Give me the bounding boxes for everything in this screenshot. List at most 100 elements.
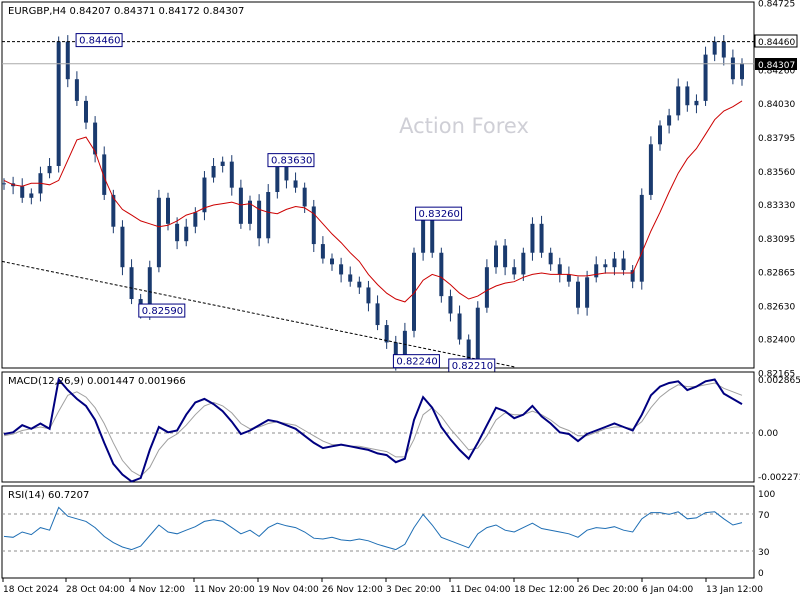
candle-body [147, 267, 152, 313]
candle-body [712, 41, 717, 55]
annotation-box [138, 303, 186, 318]
candle-body [375, 303, 380, 326]
x-tick-label: 28 Oct 04:00 [66, 585, 125, 595]
trendline [1, 260, 516, 368]
candle-body [120, 226, 125, 268]
annotation-box [392, 354, 440, 369]
price-y-axis: 0.84725 0.84260 0.84030 0.83795 0.83560 0.833… [758, 0, 795, 380]
x-tick-label: 19 Nov 04:00 [258, 585, 319, 595]
macd-signal-line [3, 382, 743, 477]
candle-body [494, 245, 498, 268]
candle-body [129, 267, 134, 300]
candle-body [229, 161, 234, 188]
candle-body [639, 194, 644, 282]
annotation-box [267, 153, 315, 168]
annotation-label: 0.82240 [396, 357, 437, 368]
price-annotations: 0.84460 0.83630 0.82590 0.83260 0.82240 0.822… [75, 33, 496, 373]
candle-body [667, 115, 672, 126]
candle-body [548, 252, 553, 265]
candle-body [658, 125, 662, 145]
candle-body [466, 339, 471, 367]
candle-body [521, 252, 526, 275]
x-tick-label: 18 Oct 2024 [3, 585, 59, 595]
annotation-box [415, 206, 463, 221]
candle-body [320, 244, 325, 259]
candle-body [612, 258, 617, 268]
candle-body [366, 287, 371, 304]
candle-body [293, 180, 298, 188]
candle-body [694, 100, 699, 106]
candle-body [648, 144, 653, 195]
candle-body [184, 226, 189, 242]
x-tick-label: 26 Dec 20:00 [578, 585, 639, 595]
candle-body [284, 165, 289, 181]
candle-body [220, 161, 225, 166]
price-tick-label: 0.82865 [758, 268, 795, 278]
price-tick-label: 0.84030 [758, 100, 795, 110]
price-tick-label: 0.82630 [758, 302, 795, 312]
current-price-label: 0.84307 [758, 61, 795, 71]
candle-body [175, 223, 180, 242]
price-tick-label: 0.82400 [758, 336, 795, 346]
candle-body [266, 192, 271, 239]
watermark: Action Forex [399, 114, 529, 138]
rsi-panel: RSI(14) 60.7207 100 70 30 0 [1, 485, 775, 579]
x-tick-label: 6 Jan 04:00 [642, 585, 694, 595]
candle-body [412, 252, 416, 331]
price-tick-label: 0.83095 [758, 235, 795, 245]
rsi-tick-100: 100 [758, 490, 775, 500]
candle-body [348, 274, 353, 282]
candle-body [676, 86, 681, 116]
candle-body [703, 54, 708, 101]
candle-body [530, 223, 535, 253]
candle-body [402, 330, 407, 363]
x-tick-label: 11 Dec 04:00 [450, 585, 511, 595]
candle-body [740, 63, 744, 80]
resistance-label: 0.84460 [758, 38, 795, 48]
candle-body [439, 252, 444, 297]
candle-body [257, 200, 262, 239]
annotation-label: 0.82210 [452, 361, 493, 372]
candle-body [47, 165, 52, 174]
candle-body [111, 194, 116, 227]
candle-body [156, 197, 161, 268]
macd-tick-top: 0.002865 [758, 376, 800, 386]
annotation-label: 0.83630 [271, 156, 312, 167]
annotation-label: 0.82590 [142, 306, 183, 317]
price-panel: Action Forex 0.84460 0.83630 0.82590 0.8326… [1, 0, 798, 380]
candle-body [685, 86, 690, 106]
x-tick-label: 3 Dec 20:00 [386, 585, 441, 595]
candle-body [630, 270, 635, 282]
candle-body [430, 215, 435, 253]
price-tick-label: 0.84260 [758, 67, 795, 77]
x-tick-label: 11 Nov 20:00 [194, 585, 255, 595]
candle-body [29, 193, 34, 198]
candle-body [193, 212, 198, 227]
candle-body [65, 41, 70, 80]
rsi-tick-0: 0 [758, 569, 764, 579]
rsi-title: RSI(14) 60.7207 [8, 490, 89, 501]
x-tick-label: 26 Nov 12:00 [322, 585, 383, 595]
candle-body [621, 258, 626, 271]
candle-body [56, 41, 61, 166]
candle-body [576, 281, 580, 308]
candle-body [475, 307, 480, 367]
candle-body [2, 183, 6, 185]
moving-average-line [3, 100, 743, 303]
candle-body [730, 57, 735, 80]
x-axis: 18 Oct 2024 28 Oct 04:00 4 Nov 12:00 11 Nov… [2, 578, 763, 595]
candle-body [566, 274, 571, 282]
rsi-panel-frame [1, 485, 755, 579]
candle-body [484, 267, 489, 308]
macd-title: MACD(12,26,9) 0.001447 0.001966 [8, 376, 186, 387]
x-tick-label: 18 Dec 12:00 [514, 585, 575, 595]
candle-body [202, 177, 207, 213]
price-tick-label: 0.83560 [758, 168, 795, 178]
price-tick-label: 0.83795 [758, 134, 795, 144]
candle-body [457, 313, 462, 340]
annotation-label: 0.83260 [419, 209, 460, 220]
candle-body [74, 79, 79, 101]
candle-body [393, 342, 398, 363]
candle-body [166, 197, 170, 224]
price-title: EURGBP,H4 0.84207 0.84371 0.84172 0.8430… [8, 6, 244, 17]
